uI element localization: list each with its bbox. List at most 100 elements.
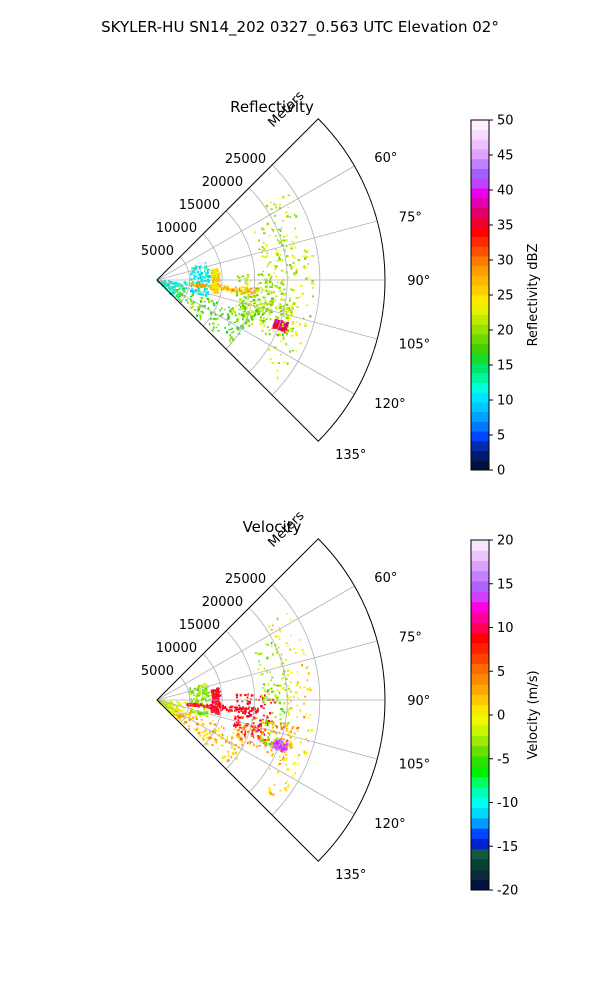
echo-gate — [200, 719, 204, 721]
colorbar-segment — [471, 684, 489, 695]
echo-gate — [184, 720, 188, 724]
echo-gate — [195, 696, 198, 700]
echo-gate — [297, 756, 299, 759]
colorbar-segment — [471, 673, 489, 685]
echo-gate — [294, 227, 297, 230]
echo-gate — [262, 303, 265, 305]
echo-gate — [290, 696, 292, 699]
echo-gate — [309, 689, 312, 692]
echo-gate — [203, 705, 205, 708]
echo-gate — [284, 751, 287, 753]
colorbar-tick-label: 10 — [497, 621, 514, 636]
echo-gate — [247, 298, 250, 300]
echo-gate — [307, 729, 309, 732]
echo-gate — [260, 673, 264, 676]
echo-gate — [261, 733, 263, 735]
echo-gate — [262, 241, 265, 244]
echo-gate — [267, 722, 270, 725]
echo-gate — [205, 684, 208, 687]
echo-gate — [286, 234, 288, 237]
echo-gate — [269, 278, 272, 281]
echo-gate — [227, 709, 230, 713]
echo-gate — [280, 298, 283, 301]
echo-gate — [241, 740, 244, 744]
echo-gate — [245, 724, 249, 727]
echo-gate — [280, 727, 283, 730]
echo-gate — [253, 717, 256, 720]
echo-gate — [209, 722, 212, 725]
echo-gate — [299, 709, 301, 712]
echo-gate — [266, 696, 268, 699]
echo-gate — [218, 702, 222, 705]
echo-gate — [212, 728, 215, 731]
echo-gate — [268, 234, 271, 237]
echo-gate — [268, 290, 271, 292]
echo-gate — [298, 638, 301, 642]
echo-gate — [197, 281, 199, 284]
echo-gate — [239, 706, 242, 710]
echo-gate — [274, 747, 277, 749]
echo-gate — [277, 627, 280, 629]
echo-gate — [235, 319, 239, 322]
echo-gate — [243, 313, 245, 316]
echo-gate — [296, 726, 300, 729]
echo-gate — [229, 337, 233, 340]
echo-gate — [208, 732, 211, 734]
echo-gate — [188, 713, 191, 716]
echo-gate — [215, 290, 218, 293]
echo-gate — [263, 733, 266, 736]
echo-gate — [282, 283, 285, 286]
echo-gate — [215, 701, 218, 704]
echo-gate — [253, 302, 256, 304]
echo-gate — [244, 296, 247, 299]
echo-gate — [173, 705, 175, 707]
echo-gate — [262, 719, 265, 722]
echo-gate — [203, 276, 206, 279]
azimuth-spoke — [156, 585, 355, 701]
echo-gate — [193, 284, 196, 287]
echo-gate — [177, 715, 180, 719]
echo-gate — [196, 704, 198, 707]
echo-gate — [242, 726, 244, 729]
echo-gate — [257, 309, 261, 311]
echo-gate — [262, 317, 265, 320]
echo-gate — [217, 283, 219, 285]
echo-gate — [274, 715, 277, 719]
echo-gate — [286, 780, 288, 783]
echo-gate — [211, 695, 214, 699]
echo-gate — [293, 772, 296, 775]
echo-gate — [203, 289, 206, 292]
echo-gate — [276, 326, 279, 329]
echo-gate — [234, 726, 237, 728]
echo-gate — [167, 280, 171, 282]
echo-gate — [252, 726, 255, 729]
echo-gate — [273, 683, 276, 686]
echo-gate — [277, 740, 280, 743]
echo-gate — [213, 283, 217, 287]
echo-gate — [199, 291, 202, 294]
echo-gate — [280, 717, 283, 720]
echo-gate — [200, 283, 202, 286]
echo-gate — [278, 738, 281, 741]
echo-gate — [234, 314, 237, 316]
echo-gate — [233, 321, 237, 323]
echo-gate — [294, 691, 297, 693]
echo-gate — [217, 708, 220, 711]
echo-gate — [285, 787, 287, 790]
echo-gate — [197, 273, 199, 276]
echo-gate — [251, 707, 253, 709]
echo-gate — [265, 318, 268, 320]
colorbar-tick-label: 40 — [497, 184, 514, 199]
echo-gate — [277, 744, 280, 747]
echo-gate — [212, 692, 216, 695]
echo-gate — [250, 293, 252, 295]
echo-gate — [281, 327, 284, 331]
echo-gate — [177, 706, 179, 709]
echo-gate — [303, 686, 306, 688]
echo-gate — [231, 705, 233, 708]
echo-gate — [194, 687, 197, 690]
echo-gate — [290, 245, 293, 249]
echo-gate — [177, 702, 179, 705]
echo-gate — [190, 306, 193, 309]
echo-gate — [284, 248, 286, 252]
